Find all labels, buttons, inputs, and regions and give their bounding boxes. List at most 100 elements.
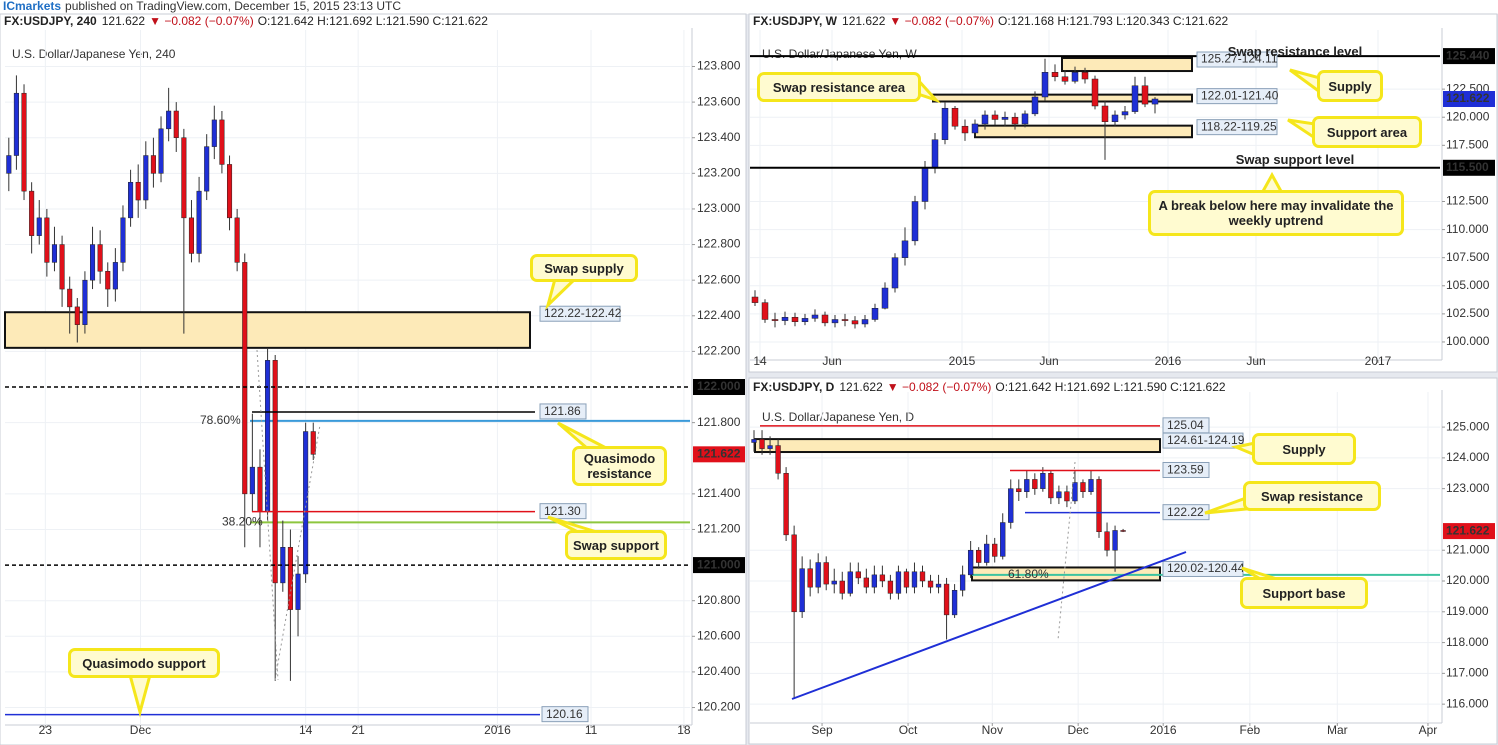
symbol: FX:USDJPY, W bbox=[753, 14, 838, 28]
callout: Swap supply bbox=[530, 254, 638, 282]
callout: Supply bbox=[1317, 70, 1383, 102]
y-tick-label: 121.200 bbox=[697, 522, 741, 536]
level-axis-box bbox=[693, 379, 745, 396]
level-label: 122.22 bbox=[1167, 505, 1204, 519]
x-tick-label: 2015 bbox=[949, 354, 976, 368]
candle-body bbox=[1072, 482, 1078, 502]
candle-body bbox=[265, 360, 271, 512]
y-tick-label: 123.400 bbox=[697, 130, 741, 144]
candle-body bbox=[811, 314, 819, 319]
zone-label-box bbox=[1196, 119, 1278, 136]
candle-body bbox=[257, 466, 263, 512]
zone-label: 125.27-124.11 bbox=[1201, 52, 1278, 66]
candle-body bbox=[234, 217, 240, 263]
change: ▼ −0.082 (−0.07%) bbox=[149, 14, 254, 28]
x-tick-label: 11 bbox=[585, 723, 598, 737]
y-tick-label: 112.500 bbox=[1446, 194, 1489, 208]
candle-body bbox=[791, 534, 797, 613]
y-tick-label: 121.000 bbox=[1446, 542, 1490, 556]
y-tick-label: 123.600 bbox=[697, 94, 741, 108]
x-tick-label: Apr bbox=[1419, 723, 1438, 737]
y-tick-label: 121.400 bbox=[697, 486, 741, 500]
last-price-box bbox=[1443, 90, 1495, 107]
candle-body bbox=[1024, 479, 1030, 492]
candle-body bbox=[861, 319, 869, 325]
candle-body bbox=[36, 217, 42, 236]
candle-body bbox=[226, 164, 233, 219]
candle-body bbox=[242, 262, 248, 495]
y-tick-label: 120.000 bbox=[1446, 573, 1490, 587]
candle-body bbox=[1111, 114, 1119, 122]
fib-label: 61.80% bbox=[1008, 567, 1049, 581]
candle-body bbox=[871, 574, 878, 588]
watermark: U.S. Dollar/Japanese Yen, D bbox=[762, 410, 914, 424]
x-tick-label: 2017 bbox=[1365, 354, 1392, 368]
zone-label: 122.22-122.42 bbox=[544, 306, 622, 320]
symbol: FX:USDJPY, D bbox=[753, 380, 835, 394]
candle-body bbox=[1091, 78, 1099, 107]
price: 121.622 bbox=[102, 14, 146, 28]
candle-body bbox=[303, 431, 309, 575]
level-label: 115.500 bbox=[1446, 160, 1489, 174]
x-tick-label: Jun bbox=[1246, 354, 1265, 368]
candle-body bbox=[1051, 72, 1059, 78]
candle-body bbox=[1011, 116, 1019, 125]
candle-body bbox=[991, 114, 999, 120]
zone-label-box bbox=[1196, 88, 1278, 105]
level-label: 123.59 bbox=[1167, 463, 1204, 477]
candle-body bbox=[847, 571, 853, 594]
candle-body bbox=[1080, 482, 1086, 492]
candle-body bbox=[1081, 72, 1089, 80]
y-tick-label: 125.000 bbox=[1446, 419, 1490, 433]
candle-body bbox=[961, 125, 969, 134]
candle-body bbox=[59, 244, 65, 290]
x-tick-label: Sep bbox=[811, 723, 833, 737]
callout: A break below here may invalidate the we… bbox=[1148, 190, 1404, 236]
candle-body bbox=[911, 571, 918, 588]
candle-body bbox=[801, 318, 809, 322]
candle-body bbox=[823, 562, 829, 585]
candle-body bbox=[992, 543, 998, 557]
candle-body bbox=[150, 155, 156, 174]
candle-body bbox=[891, 257, 899, 289]
fib-label: 38.20% bbox=[222, 515, 263, 529]
y-tick-label: 120.800 bbox=[697, 593, 741, 607]
callout: Support base bbox=[1240, 577, 1368, 609]
candle-body bbox=[871, 308, 879, 320]
callout: Swap resistance level bbox=[1227, 43, 1363, 59]
fib-label: 78.60% bbox=[200, 413, 241, 427]
x-tick-label: 18 bbox=[677, 723, 691, 737]
x-tick-label: 2016 bbox=[1155, 354, 1182, 368]
y-tick-label: 102.500 bbox=[1446, 306, 1490, 320]
candle-body bbox=[310, 431, 316, 455]
last-price-box bbox=[1443, 523, 1495, 540]
candle-body bbox=[821, 314, 829, 324]
y-tick-label: 120.400 bbox=[697, 664, 741, 678]
candle-body bbox=[927, 580, 934, 588]
callout: Swap resistance bbox=[1243, 481, 1381, 511]
last-price-label: 121.622 bbox=[1446, 91, 1490, 105]
zone-label: 122.01-121.40 bbox=[1201, 88, 1279, 102]
candle-body bbox=[74, 306, 80, 325]
candle-body bbox=[295, 573, 301, 610]
y-tick-label: 123.800 bbox=[697, 59, 741, 73]
candle-body bbox=[1016, 488, 1022, 492]
candle-body bbox=[287, 547, 293, 610]
candle-body bbox=[767, 445, 773, 449]
candle-body bbox=[1000, 522, 1006, 557]
candle-body bbox=[1121, 111, 1129, 116]
candle-body bbox=[135, 181, 141, 201]
y-tick-label: 116.000 bbox=[1446, 696, 1489, 710]
y-tick-label: 107.500 bbox=[1446, 250, 1490, 264]
x-tick-label: Nov bbox=[982, 723, 1003, 737]
candle-body bbox=[120, 217, 126, 263]
candle-body bbox=[971, 123, 979, 134]
candle-body bbox=[881, 287, 889, 309]
candle-body bbox=[775, 445, 781, 474]
level-box bbox=[539, 403, 587, 420]
candle-body bbox=[976, 549, 982, 563]
candle-body bbox=[855, 571, 861, 579]
zone-label: 124.61-124.19 bbox=[1167, 433, 1245, 447]
candle-body bbox=[831, 580, 837, 585]
